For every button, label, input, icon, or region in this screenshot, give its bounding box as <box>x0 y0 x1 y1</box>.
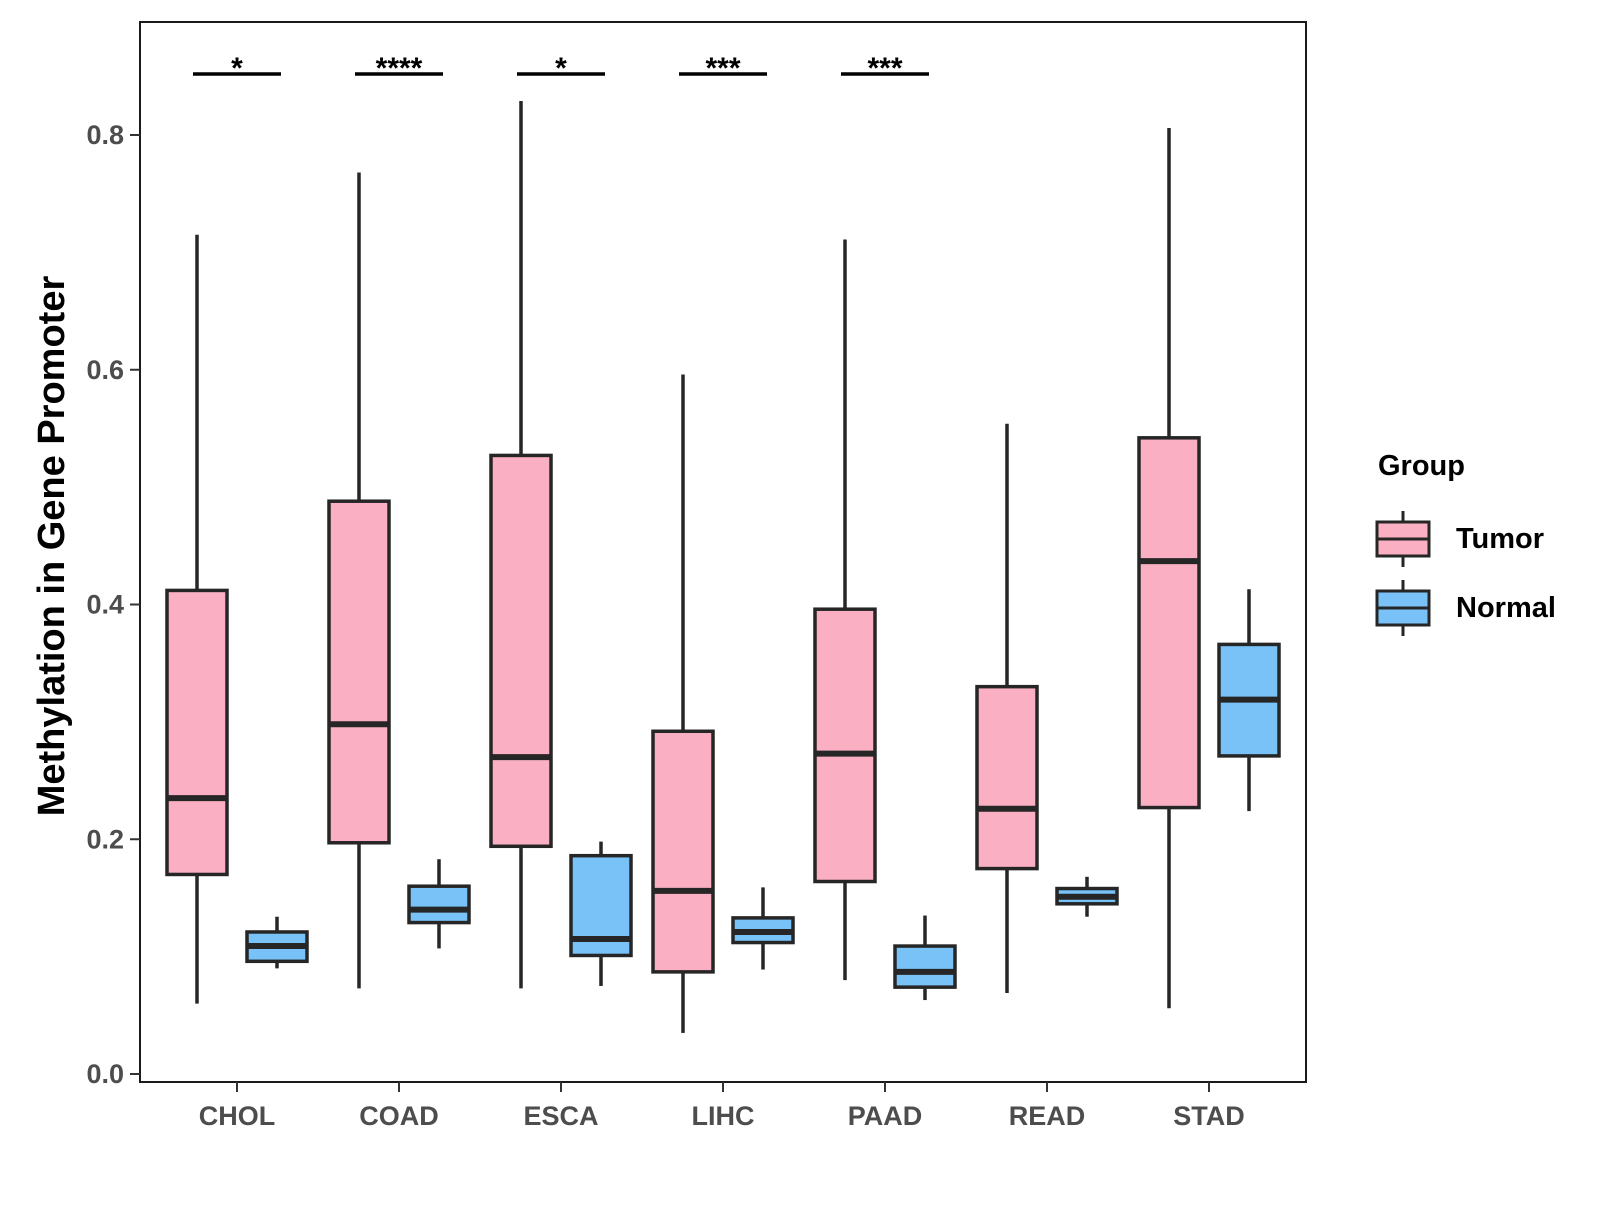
y-tick-label: 0.6 <box>86 355 124 385</box>
tumor-box-coad <box>327 172 391 989</box>
y-axis-title: Methylation in Gene Promoter <box>31 276 73 817</box>
legend-label: Normal <box>1456 592 1556 624</box>
legend-title: Group <box>1378 450 1465 482</box>
iqr-box <box>893 944 957 989</box>
normal-box-lihc <box>731 887 795 970</box>
normal-box-stad <box>1217 589 1281 812</box>
y-tick-label: 0.0 <box>86 1059 124 1089</box>
iqr-box <box>327 499 391 845</box>
significance-label-chol: * <box>231 52 243 85</box>
plot-panel: 0.0 0.2 0.4 0.6 0.8 CHOL COAD ESCA LIHC PAAD READ S… <box>86 21 1307 1131</box>
iqr-box <box>489 453 553 849</box>
iqr-box <box>975 684 1039 871</box>
tumor-box-read <box>975 423 1039 994</box>
significance-label-lihc: *** <box>705 52 740 85</box>
legend: Group Tumor Normal <box>1375 450 1556 636</box>
significance-label-paad: *** <box>867 52 902 85</box>
tumor-box-lihc <box>651 374 715 1033</box>
normal-box-read <box>1055 876 1119 917</box>
normal-box-chol <box>245 916 309 969</box>
tumor-box-esca <box>489 100 553 989</box>
x-tick-label: COAD <box>359 1101 439 1131</box>
legend-item-normal: Normal <box>1375 580 1556 636</box>
normal-box-esca <box>569 841 633 986</box>
iqr-box <box>1137 436 1201 810</box>
legend-label: Tumor <box>1456 523 1544 555</box>
iqr-box <box>813 607 877 884</box>
x-tick-label: ESCA <box>523 1101 598 1131</box>
y-tick-label: 0.8 <box>86 120 124 150</box>
x-tick-label: PAAD <box>848 1101 923 1131</box>
legend-item-tumor: Tumor <box>1375 511 1544 567</box>
normal-box-paad <box>893 915 957 1001</box>
tumor-box-paad <box>813 239 877 981</box>
significance-label-esca: * <box>555 52 567 85</box>
y-tick-label: 0.2 <box>86 824 124 854</box>
tumor-box-chol <box>165 234 229 1004</box>
tumor-box-stad <box>1137 127 1201 1009</box>
x-tick-label: CHOL <box>199 1101 276 1131</box>
iqr-box <box>651 729 715 974</box>
x-tick-label: READ <box>1009 1101 1086 1131</box>
x-tick-label: LIHC <box>692 1101 755 1131</box>
iqr-box <box>165 588 229 877</box>
panel-border <box>139 21 1307 1083</box>
normal-box-coad <box>407 859 471 949</box>
iqr-box <box>407 884 471 925</box>
y-tick-label: 0.4 <box>86 590 124 620</box>
significance-label-coad: **** <box>376 52 423 85</box>
x-tick-label: STAD <box>1173 1101 1245 1131</box>
